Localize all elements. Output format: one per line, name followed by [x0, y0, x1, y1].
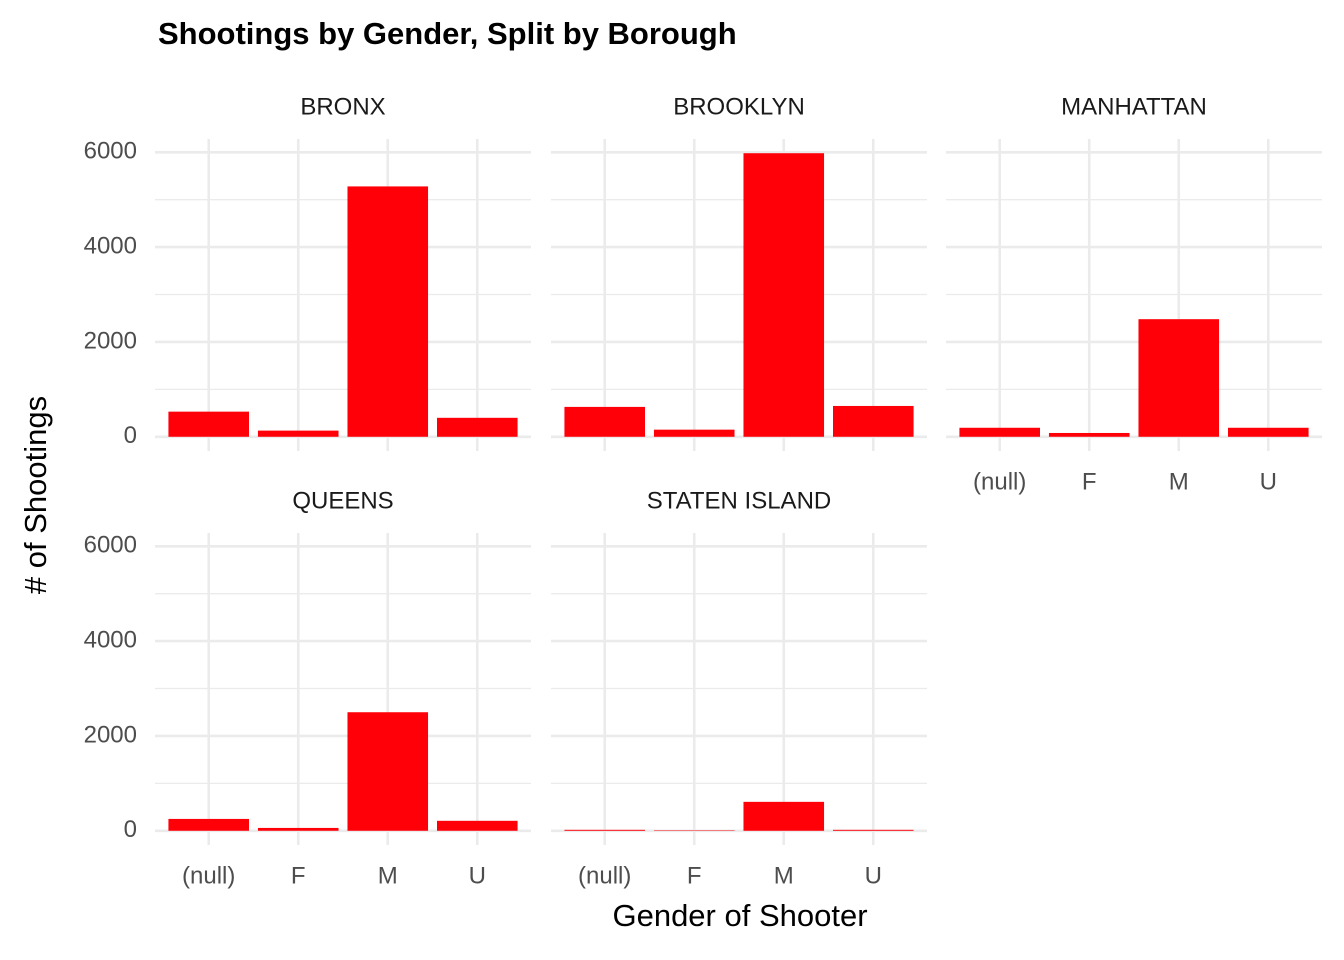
bar — [257, 827, 339, 831]
bar — [564, 829, 645, 831]
y-tick-label: 0 — [124, 816, 137, 843]
x-tick-label: U — [1260, 468, 1277, 495]
x-tick-label: (null) — [973, 468, 1026, 495]
bar — [743, 153, 825, 437]
chart-title: Shootings by Gender, Split by Borough — [158, 16, 737, 51]
bar — [1048, 432, 1130, 437]
facet-label: MANHATTAN — [1061, 93, 1207, 120]
x-tick-label: M — [378, 862, 398, 889]
y-tick-label: 4000 — [84, 626, 137, 653]
bar — [959, 427, 1040, 437]
x-tick-label: M — [1169, 468, 1189, 495]
bar — [437, 417, 518, 437]
bar — [833, 405, 914, 437]
bar — [168, 818, 249, 831]
bar — [653, 429, 735, 437]
x-tick-label: U — [865, 862, 882, 889]
x-tick-label: F — [687, 862, 702, 889]
bar — [564, 406, 645, 437]
x-tick-label: M — [774, 862, 794, 889]
x-tick-label: (null) — [182, 862, 235, 889]
bar — [347, 712, 429, 831]
y-tick-label: 2000 — [84, 327, 137, 354]
x-tick-label: (null) — [578, 862, 631, 889]
facet-label: BROOKLYN — [673, 93, 805, 120]
bar — [1228, 427, 1309, 437]
facet-label: QUEENS — [292, 487, 393, 514]
y-tick-label: 6000 — [84, 138, 137, 165]
bar — [437, 820, 518, 831]
x-tick-label: F — [291, 862, 306, 889]
x-tick-label: U — [469, 862, 486, 889]
facet-label: BRONX — [300, 93, 385, 120]
y-tick-label: 0 — [124, 422, 137, 449]
bar — [168, 411, 249, 437]
bar — [1138, 319, 1220, 437]
bar — [743, 801, 825, 831]
facet-label: STATEN ISLAND — [647, 487, 831, 514]
y-tick-label: 6000 — [84, 532, 137, 559]
bar — [347, 186, 429, 437]
y-axis-label: # of Shootings — [18, 396, 53, 594]
x-axis-label: Gender of Shooter — [612, 898, 867, 933]
x-tick-label: F — [1082, 468, 1097, 495]
bar — [257, 430, 339, 437]
y-tick-label: 4000 — [84, 232, 137, 259]
bar — [833, 829, 914, 831]
y-tick-label: 2000 — [84, 721, 137, 748]
